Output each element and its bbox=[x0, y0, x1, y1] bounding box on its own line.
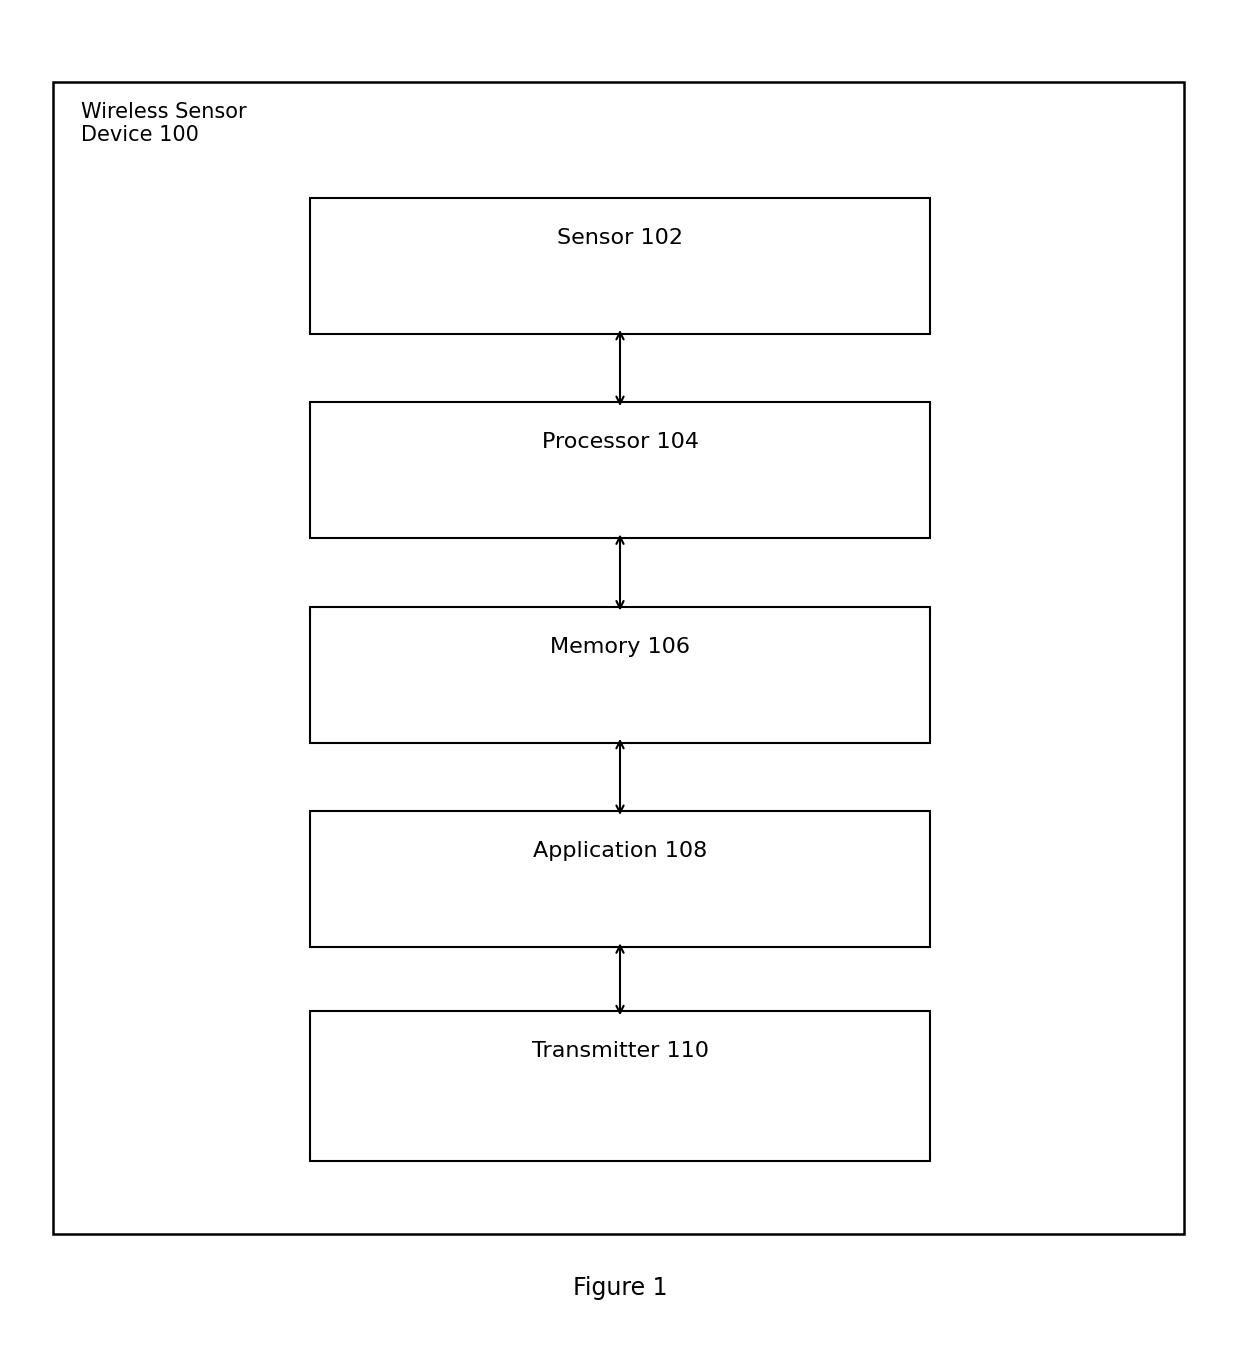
Text: Wireless Sensor
Device 100: Wireless Sensor Device 100 bbox=[81, 102, 247, 146]
Text: Sensor 102: Sensor 102 bbox=[557, 228, 683, 248]
Bar bbox=[310, 402, 930, 538]
Bar bbox=[53, 82, 1184, 1234]
Bar bbox=[310, 198, 930, 334]
Bar bbox=[310, 607, 930, 743]
Text: Transmitter 110: Transmitter 110 bbox=[532, 1041, 708, 1062]
Text: Memory 106: Memory 106 bbox=[551, 637, 689, 657]
Text: Application 108: Application 108 bbox=[533, 841, 707, 861]
Bar bbox=[310, 811, 930, 947]
Text: Processor 104: Processor 104 bbox=[542, 432, 698, 453]
Bar bbox=[310, 1011, 930, 1161]
Text: Figure 1: Figure 1 bbox=[573, 1276, 667, 1300]
